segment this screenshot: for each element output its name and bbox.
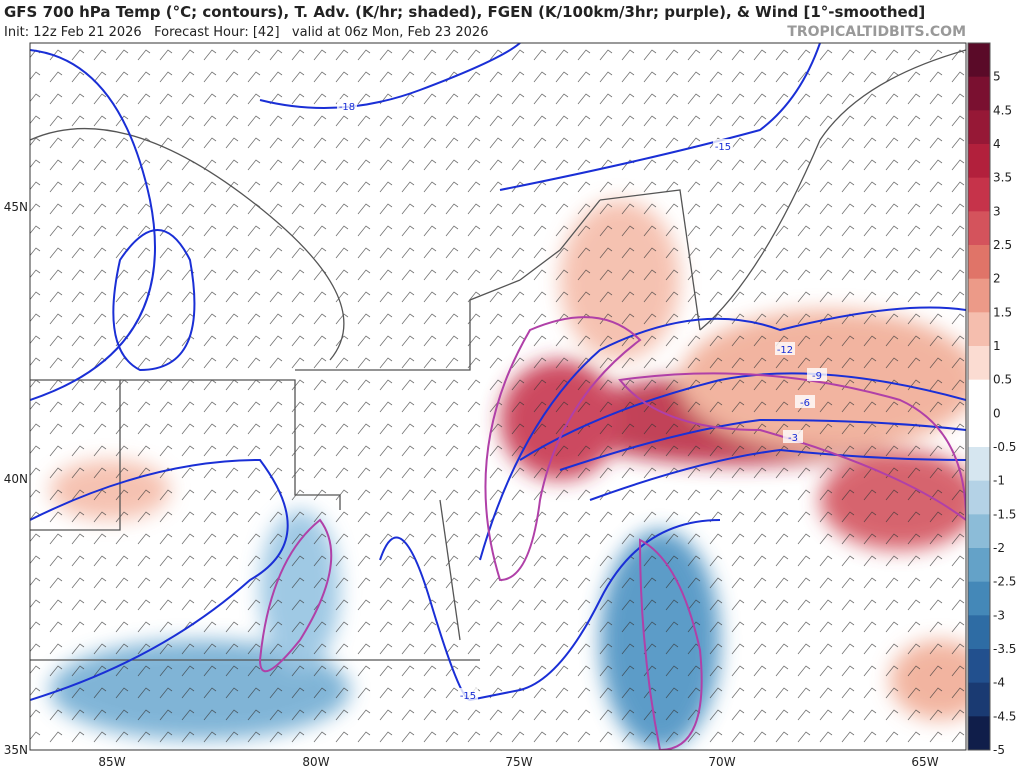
colorbar-label: 3 [993, 204, 1001, 218]
contour-label: -15 [715, 142, 731, 153]
colorbar-band [968, 615, 990, 650]
colorbar-label: -3 [993, 608, 1005, 622]
colorbar-band [968, 413, 990, 448]
contour-label-bg [783, 430, 803, 443]
colorbar-label: -5 [993, 743, 1005, 757]
colorbar-band [968, 43, 990, 78]
contour-label: -15 [460, 691, 476, 702]
colorbar-band [968, 379, 990, 414]
contour-label: -3 [788, 433, 798, 444]
lon-label: 80W [302, 755, 329, 769]
colorbar-label: 4 [993, 137, 1001, 151]
colorbar-label: 0.5 [993, 373, 1012, 387]
colorbar-label: -1.5 [993, 507, 1016, 521]
colorbar-label: 2 [993, 272, 1001, 286]
lon-label: 85W [98, 755, 125, 769]
colorbar-frame [967, 42, 991, 751]
colorbar-band [968, 312, 990, 347]
colorbar-band [968, 514, 990, 549]
colorbar-label: 3.5 [993, 171, 1012, 185]
contour-label: -6 [800, 398, 810, 409]
colorbar-band [968, 649, 990, 684]
lat-label: 40N [4, 472, 28, 486]
subtitle: Init: 12z Feb 21 2026 Forecast Hour: [42… [4, 25, 488, 40]
colorbar-band [968, 480, 990, 515]
contour-label: -18 [339, 102, 355, 113]
colorbar-label: 4.5 [993, 103, 1012, 117]
title: GFS 700 hPa Temp (°C; contours), T. Adv.… [4, 3, 925, 21]
contour-label-bg [337, 99, 357, 112]
map-frame [29, 42, 967, 751]
lon-label: 70W [708, 755, 735, 769]
colorbar-band [968, 76, 990, 111]
colorbar-band [968, 144, 990, 179]
colorbar-label: 1 [993, 339, 1001, 353]
colorbar-band [968, 245, 990, 280]
colorbar-label: -2 [993, 541, 1005, 555]
lat-label: 45N [4, 200, 28, 214]
contour-label-bg [795, 395, 815, 408]
colorbar-label: -4 [993, 676, 1005, 690]
colorbar-label: -4.5 [993, 709, 1016, 723]
colorbar-label: 5 [993, 70, 1001, 84]
colorbar-band [968, 346, 990, 381]
colorbar-band [968, 716, 990, 751]
map [30, 43, 966, 750]
colorbar-label: -1 [993, 474, 1005, 488]
colorbar-label: 1.5 [993, 305, 1012, 319]
colorbar: 5 4.5 4 3.5 3 2.5 2 1.5 1 0.5 0 -0.5 -1 -1.5 -2 -2.5 -3 -… [967, 42, 1016, 757]
colorbar-band [968, 447, 990, 482]
lon-label: 65W [911, 755, 938, 769]
contour-label-bg [807, 368, 827, 381]
colorbar-band [968, 682, 990, 717]
lon-label: 75W [505, 755, 532, 769]
contour-label-bg [775, 342, 795, 355]
colorbar-label: -0.5 [993, 440, 1016, 454]
colorbar-band [968, 177, 990, 212]
contour-label: -12 [777, 345, 793, 356]
colorbar-label: -3.5 [993, 642, 1016, 656]
colorbar-band [968, 211, 990, 246]
watermark: TROPICALTIDBITS.COM [787, 24, 966, 40]
lat-label: 35N [4, 743, 28, 757]
colorbar-band [968, 110, 990, 145]
colorbar-band [968, 548, 990, 583]
contour-label: -9 [812, 371, 822, 382]
contour-label-bg [713, 139, 733, 152]
colorbar-label: 0 [993, 406, 1001, 420]
colorbar-band [968, 581, 990, 616]
contour-label-bg [458, 688, 478, 701]
colorbar-label: -2.5 [993, 575, 1016, 589]
colorbar-band [968, 278, 990, 313]
colorbar-label: 2.5 [993, 238, 1012, 252]
